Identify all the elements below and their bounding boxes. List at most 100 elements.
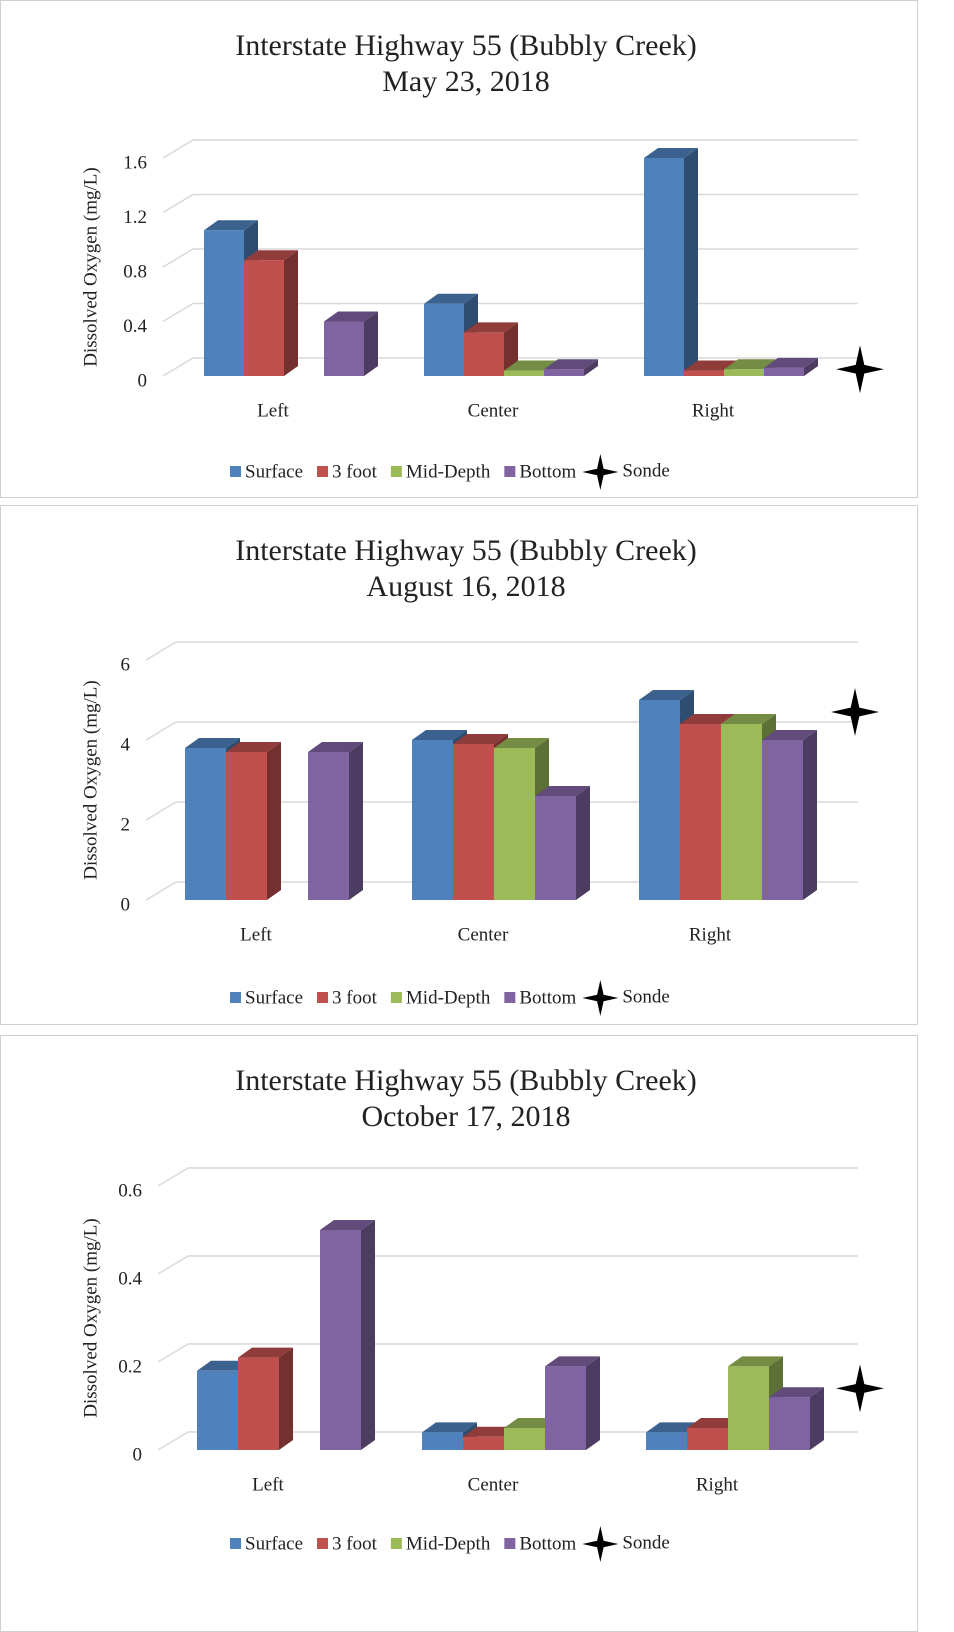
bar-front (464, 332, 504, 376)
grid-line (162, 139, 858, 159)
legend-swatch (390, 1538, 402, 1549)
bar-top (728, 1356, 783, 1367)
bar-front (308, 752, 349, 900)
bar-front (644, 158, 684, 376)
bar-top (544, 359, 598, 370)
bar-front (422, 1432, 463, 1450)
bar-side (684, 148, 698, 376)
bar-front (762, 740, 803, 900)
legend-swatch (230, 466, 241, 477)
legend-label: Sonde (622, 1532, 670, 1553)
chart-subtitle: August 16, 2018 (366, 570, 565, 603)
bar (644, 148, 698, 376)
panel-border (0, 0, 918, 498)
bar-front (320, 1230, 361, 1450)
chart-title: Interstate Highway 55 (Bubbly Creek) (235, 534, 697, 567)
bar-front (721, 724, 762, 900)
bar-top (424, 293, 478, 304)
bar-front (764, 367, 804, 376)
legend-label: 3 foot (332, 1533, 378, 1554)
panel-border (0, 505, 918, 1025)
bar-front (197, 1370, 238, 1450)
bar (769, 1387, 824, 1450)
bar-front (680, 724, 721, 900)
bar-front (226, 752, 267, 900)
y-tick-label: 0 (133, 1444, 143, 1465)
bar-front (463, 1436, 504, 1450)
x-tick-label: Left (240, 924, 272, 945)
y-tick-label: 0 (138, 370, 148, 391)
y-tick-label: 0.6 (118, 1180, 142, 1201)
bar-front (504, 1428, 545, 1450)
bar-top (244, 250, 298, 261)
bar-front (412, 740, 453, 900)
bar-top (762, 730, 817, 740)
bar-side (284, 250, 298, 376)
legend-label: Mid-Depth (406, 1533, 491, 1554)
bar-side (576, 786, 590, 900)
legend-label: Mid-Depth (406, 461, 491, 482)
legend-swatch (230, 992, 241, 1003)
legend-label: Surface (245, 1533, 303, 1554)
bar-top (724, 359, 778, 370)
bar-top (769, 1387, 824, 1398)
bar-side (364, 311, 378, 376)
bar-top (639, 690, 694, 700)
legend-swatch (317, 1538, 329, 1549)
bar-top (204, 220, 258, 231)
bar-front (769, 1397, 810, 1450)
grid-line (145, 641, 858, 661)
grid-line (162, 248, 858, 268)
legend-label: Bottom (519, 1533, 576, 1554)
legend-swatch (504, 1538, 516, 1549)
bar-top (764, 357, 818, 368)
bar (464, 322, 518, 376)
x-tick-label: Right (689, 924, 732, 945)
bar (238, 1347, 293, 1450)
grid-line (145, 801, 858, 821)
legend-swatch (317, 466, 329, 477)
x-tick-label: Center (468, 400, 519, 421)
chart-title: Interstate Highway 55 (Bubbly Creek) (235, 29, 697, 62)
bar-front (544, 369, 584, 376)
legend-swatch (390, 466, 402, 477)
y-tick-label: 1.6 (123, 152, 147, 173)
bar-top (684, 360, 738, 371)
y-axis-label: Dissolved Oxygen (mg/L) (80, 167, 101, 366)
bar-front (494, 748, 535, 900)
y-tick-label: 0.4 (118, 1268, 142, 1289)
y-axis-label: Dissolved Oxygen (mg/L) (80, 680, 101, 879)
bar-front (687, 1428, 728, 1450)
bar-front (453, 744, 494, 900)
bar-side (504, 322, 518, 376)
x-tick-label: Center (468, 1474, 519, 1495)
x-tick-label: Right (692, 400, 735, 421)
legend-swatch (504, 992, 516, 1003)
bar-front (244, 260, 284, 376)
bar-side (584, 359, 598, 376)
y-tick-label: 0 (121, 894, 131, 915)
x-tick-label: Left (257, 400, 289, 421)
bar-front (204, 230, 244, 376)
bar (308, 742, 363, 900)
bar-top (226, 742, 281, 752)
bar-front (639, 700, 680, 900)
bar-front (684, 370, 724, 376)
legend-swatch (317, 992, 329, 1003)
y-tick-label: 0.8 (123, 261, 147, 282)
legend-label: Surface (245, 987, 303, 1008)
bar-front (724, 369, 764, 376)
bar (324, 311, 378, 376)
sonde-marker (831, 688, 879, 736)
legend-label: Bottom (519, 461, 576, 482)
bar-front (424, 303, 464, 376)
bar-side (361, 1220, 375, 1450)
sonde-marker (582, 454, 619, 490)
bar-front (646, 1432, 687, 1450)
bar-side (804, 357, 818, 376)
grid-line (157, 1431, 858, 1451)
bar-top (238, 1347, 293, 1358)
bar-side (279, 1347, 293, 1450)
bar-top (422, 1422, 477, 1433)
